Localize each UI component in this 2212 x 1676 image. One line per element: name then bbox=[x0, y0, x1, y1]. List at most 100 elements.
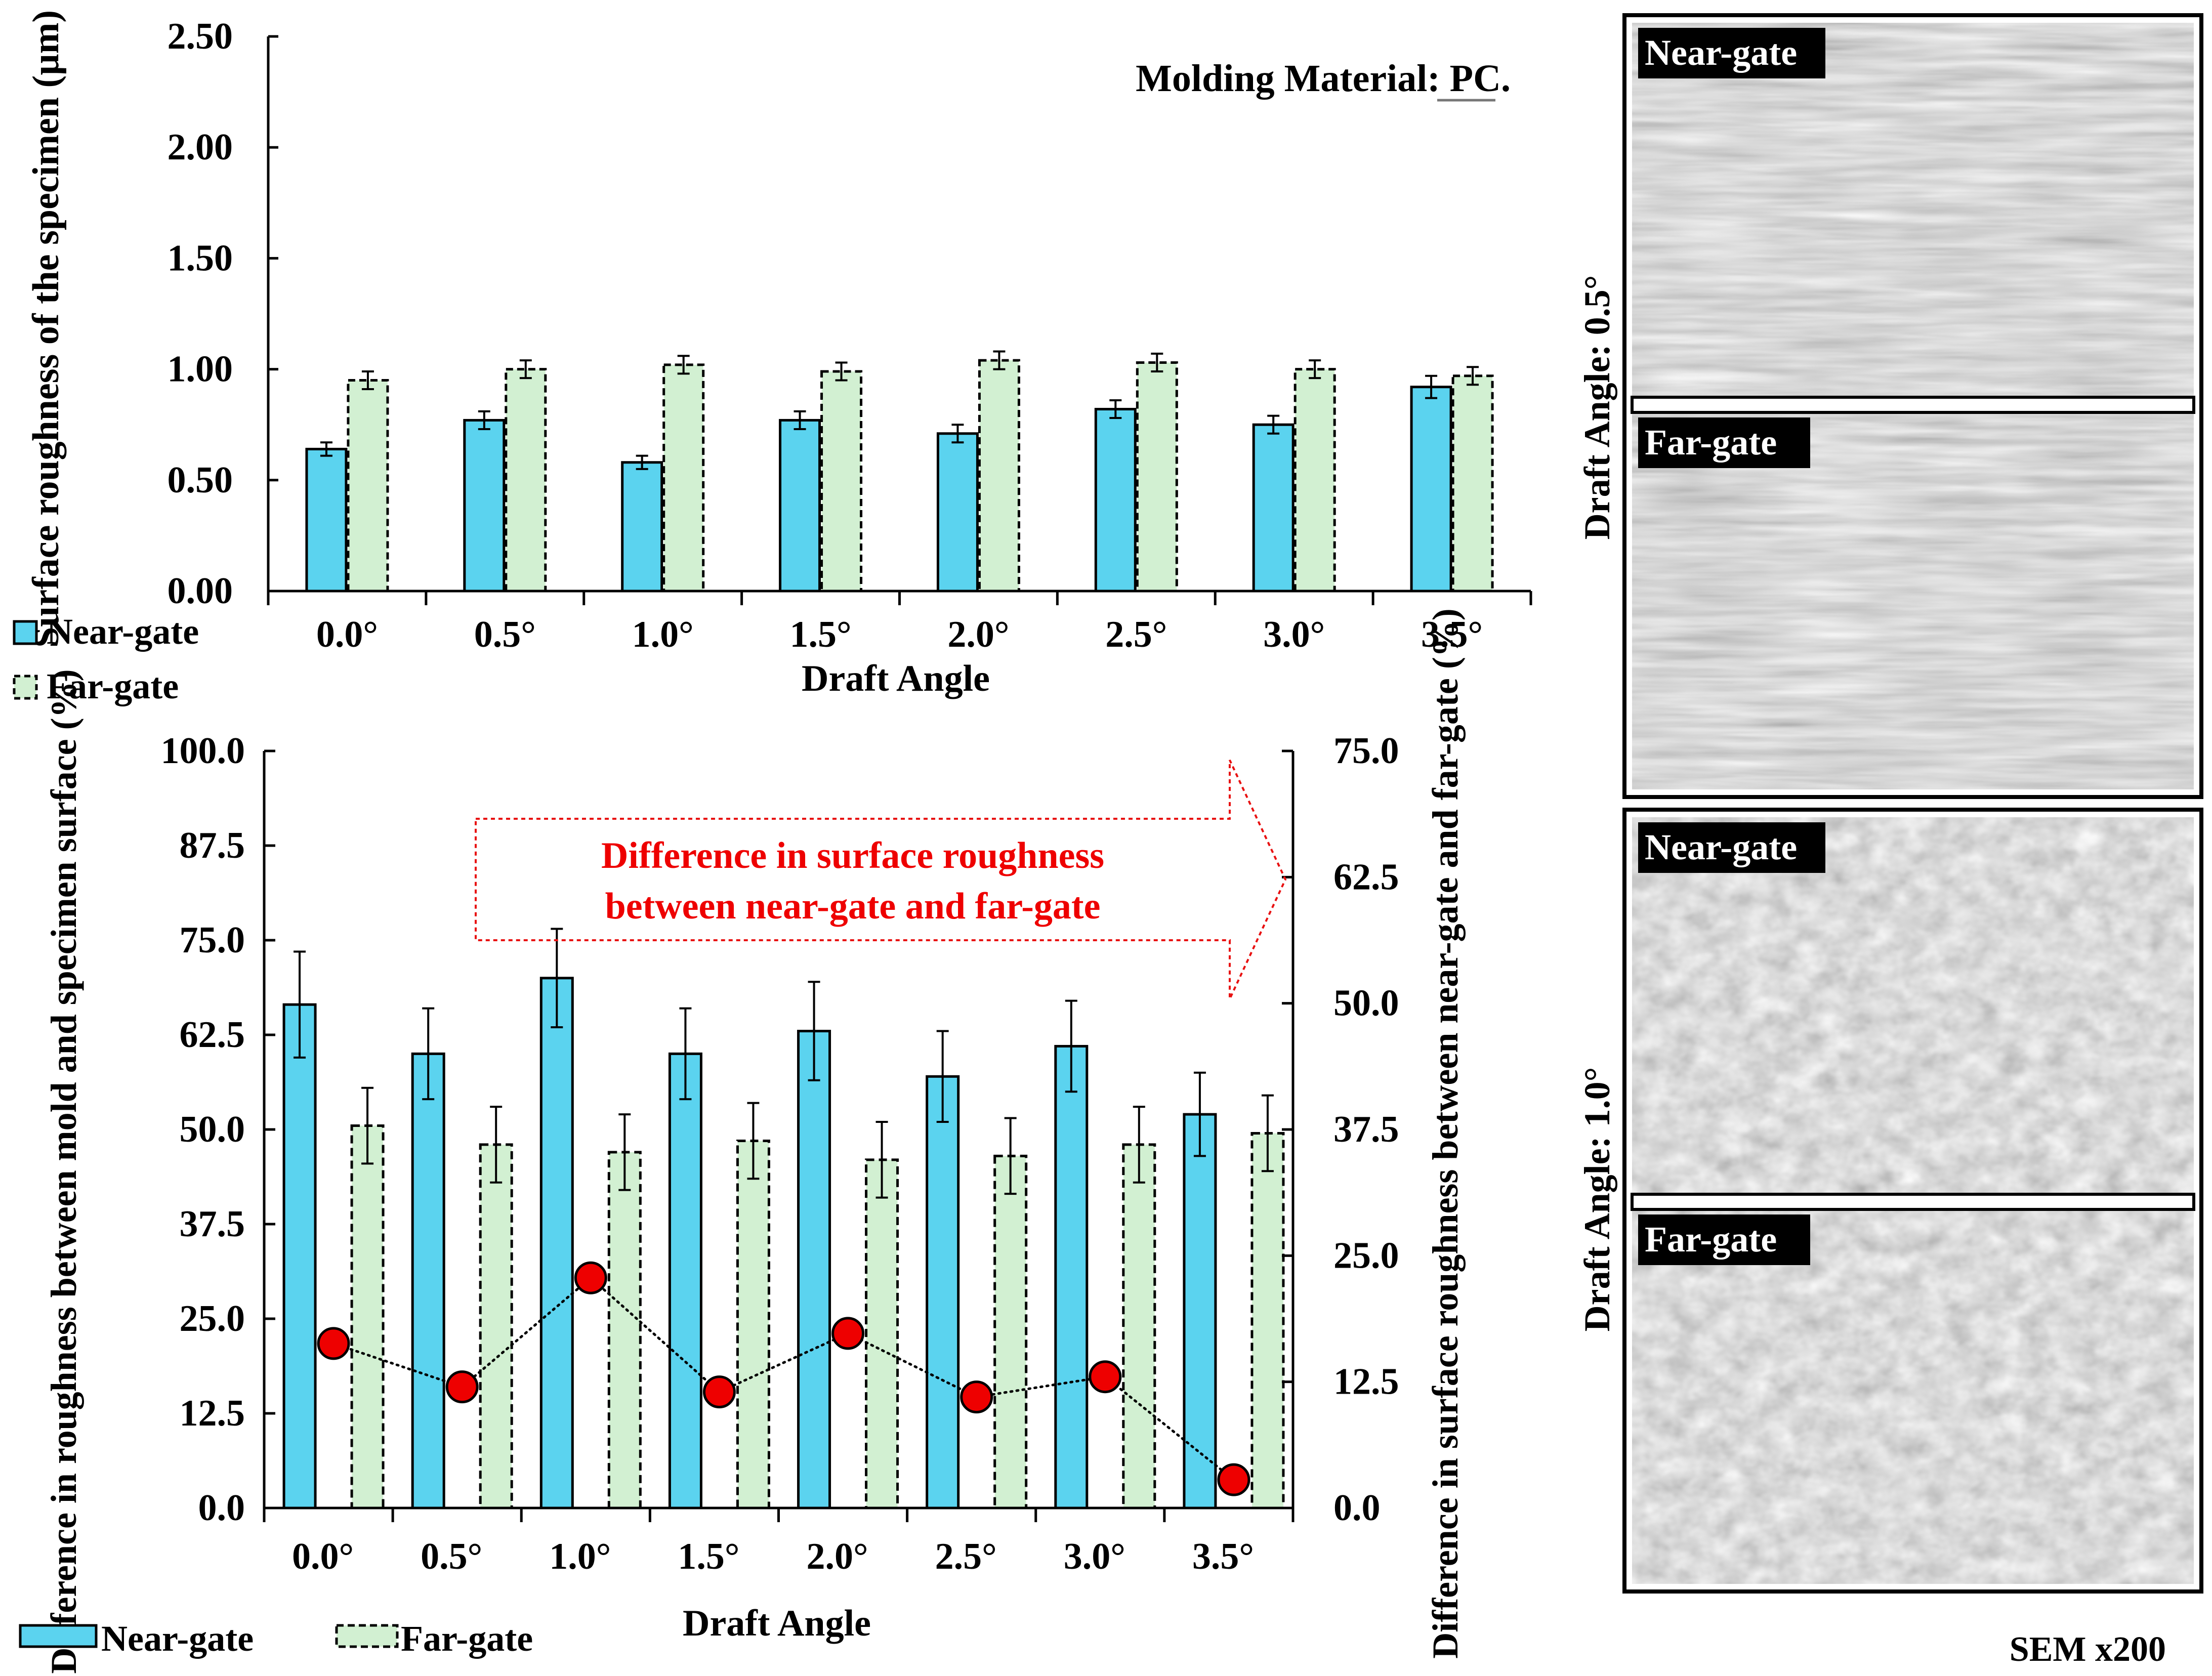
legend-label-far-bottom: Far-gate bbox=[401, 1618, 533, 1659]
difference-point-3 bbox=[702, 1375, 736, 1409]
top-bar-near-0 bbox=[305, 447, 348, 593]
sem-image-near-1-0 bbox=[1632, 817, 2194, 1194]
sem-image-far-1-0 bbox=[1632, 1209, 2194, 1584]
bottom-x-tick-label: 2.5° bbox=[935, 1536, 997, 1577]
top-bar-far-2 bbox=[662, 363, 705, 593]
difference-point-7 bbox=[1217, 1463, 1250, 1496]
bottom-y-right-tick-label: 37.5 bbox=[1333, 1109, 1399, 1150]
top-bar-near-6 bbox=[1252, 423, 1295, 593]
top-bar-far-3 bbox=[820, 370, 863, 593]
top-x-tick-label: 2.5° bbox=[1105, 614, 1167, 655]
bottom-bar-near-3 bbox=[668, 1052, 702, 1510]
top-x-tick-label: 3.5° bbox=[1421, 614, 1483, 655]
bottom-y-tick-label: 87.5 bbox=[180, 825, 245, 866]
sem-tag-near-0-5: Near-gate bbox=[1645, 32, 1797, 73]
top-bar-near-2 bbox=[621, 461, 663, 593]
bottom-y-tick-label: 37.5 bbox=[180, 1203, 245, 1245]
top-x-tick-label: 3.0° bbox=[1263, 614, 1325, 655]
top-bar-far-6 bbox=[1293, 368, 1336, 593]
bottom-y-axis-label-line: Difference in roughness between mold and… bbox=[44, 669, 84, 1673]
legend-label-far: Far-gate bbox=[47, 666, 179, 706]
bottom-x-tick-label: 3.0° bbox=[1064, 1536, 1125, 1577]
top-x-tick-label: 2.0° bbox=[947, 614, 1009, 655]
sem-image-near-0-5 bbox=[1632, 23, 2194, 397]
bottom-bar-far-5 bbox=[993, 1154, 1028, 1510]
bottom-bar-near-6 bbox=[1054, 1044, 1089, 1510]
bottom-x-tick-label: 3.5° bbox=[1192, 1536, 1254, 1577]
top-y-tick-label: 1.50 bbox=[168, 237, 233, 279]
annotation-text-line2: between near-gate and far-gate bbox=[605, 886, 1101, 927]
chart-title: Molding Material: PC. bbox=[1136, 57, 1511, 100]
bottom-y-tick-label: 62.5 bbox=[180, 1014, 245, 1056]
difference-point-5 bbox=[960, 1380, 993, 1414]
top-bar-far-4 bbox=[978, 359, 1020, 593]
bottom-bar-near-5 bbox=[926, 1075, 960, 1510]
difference-point-0 bbox=[317, 1327, 350, 1360]
bottom-y-tick-label: 0.0 bbox=[198, 1487, 245, 1529]
sem-image-far-0-5 bbox=[1632, 412, 2194, 789]
sem-tag-far-1-0: Far-gate bbox=[1645, 1219, 1777, 1260]
top-y-tick-label: 2.00 bbox=[168, 127, 233, 168]
top-bar-near-5 bbox=[1094, 408, 1137, 593]
top-x-tick-label: 0.5° bbox=[474, 614, 536, 655]
bottom-y-tick-label: 75.0 bbox=[180, 919, 245, 961]
sem-magnification-caption: SEM x200 bbox=[2010, 1630, 2166, 1669]
difference-line bbox=[332, 1276, 1235, 1481]
bottom-bar-far-6 bbox=[1122, 1143, 1156, 1510]
bottom-x-tick-label: 1.5° bbox=[678, 1536, 739, 1577]
sem-draft-angle-1-0: Draft Angle: 1.0° bbox=[1577, 1067, 1617, 1332]
bottom-bar-near-4 bbox=[797, 1030, 831, 1510]
difference-point-6 bbox=[1089, 1360, 1122, 1394]
bottom-legend: Near-gate Far-gate bbox=[19, 1618, 533, 1659]
bottom-y-right-tick-label: 0.0 bbox=[1333, 1487, 1381, 1529]
top-bar-far-0 bbox=[347, 379, 389, 593]
roughness-difference-chart: 0.0 12.5 25.0 37.5 50.0 62.5 75.0 87.5 100.0 0.0… bbox=[19, 608, 1466, 1674]
bottom-y-tick-label: 25.0 bbox=[180, 1298, 245, 1339]
legend-label-near-bottom: Near-gate bbox=[101, 1618, 254, 1659]
legend-swatch-near bbox=[13, 620, 38, 645]
top-bar-far-5 bbox=[1136, 361, 1178, 593]
top-legend: Near-gate Far-gate bbox=[13, 611, 199, 706]
bottom-bar-far-1 bbox=[479, 1143, 513, 1510]
bottom-bar-far-0 bbox=[350, 1124, 385, 1510]
top-bar-near-3 bbox=[779, 418, 821, 593]
legend-swatch-far-bottom bbox=[335, 1624, 399, 1648]
sem-panel-group: Near-gate Far-gate Near-gate Far-gate Dr… bbox=[1577, 13, 2203, 1669]
top-y-axis-label: Surface roughness of the specimen (µm) bbox=[25, 10, 67, 648]
difference-point-1 bbox=[445, 1370, 479, 1404]
top-y-tick-label: 0.00 bbox=[168, 570, 233, 612]
top-bar-near-7 bbox=[1410, 386, 1452, 593]
bottom-y-right-tick-label: 62.5 bbox=[1333, 856, 1399, 898]
bottom-bar-far-4 bbox=[865, 1158, 899, 1510]
annotation-arrow bbox=[475, 760, 1287, 999]
bottom-x-axis-label: Draft Angle bbox=[683, 1603, 871, 1644]
bottom-y-tick-label: 50.0 bbox=[180, 1109, 245, 1150]
top-bar-far-7 bbox=[1451, 374, 1494, 593]
surface-roughness-chart: 0.00 0.50 1.00 1.50 2.00 2.50 0.0° 0.5° 1.0° 1.5… bbox=[13, 10, 1532, 706]
sem-tag-far-0-5: Far-gate bbox=[1645, 422, 1777, 463]
bottom-bar-far-7 bbox=[1250, 1132, 1285, 1510]
bottom-y-tick-label: 12.5 bbox=[180, 1393, 245, 1434]
legend-swatch-near-bottom bbox=[19, 1624, 98, 1648]
top-x-tick-label: 1.5° bbox=[790, 614, 852, 655]
top-y-tick-label: 0.50 bbox=[168, 459, 233, 501]
bottom-y-right-tick-label: 75.0 bbox=[1333, 730, 1399, 772]
legend-label-near: Near-gate bbox=[47, 611, 199, 652]
annotation-text-line1: Difference in surface roughness bbox=[601, 835, 1104, 876]
legend-swatch-far bbox=[13, 675, 38, 700]
bottom-bar-near-1 bbox=[411, 1052, 445, 1510]
bottom-bar-far-2 bbox=[607, 1151, 642, 1510]
top-x-tick-label: 0.0° bbox=[316, 614, 378, 655]
bottom-bar-near-7 bbox=[1183, 1113, 1217, 1510]
bottom-x-tick-label: 1.0° bbox=[549, 1536, 611, 1577]
bottom-x-tick-label: 0.0° bbox=[292, 1536, 354, 1577]
bottom-y-right-tick-label: 50.0 bbox=[1333, 983, 1399, 1024]
top-bar-near-1 bbox=[463, 418, 506, 593]
bottom-bar-far-3 bbox=[736, 1139, 770, 1510]
sem-draft-angle-0-5: Draft Angle: 0.5° bbox=[1577, 275, 1617, 540]
bottom-y-axis-right-label: Difference in surface roughness between … bbox=[1425, 608, 1466, 1659]
top-x-tick-label: 1.0° bbox=[632, 614, 694, 655]
bottom-x-tick-label: 0.5° bbox=[421, 1536, 482, 1577]
top-bar-far-1 bbox=[505, 368, 547, 593]
